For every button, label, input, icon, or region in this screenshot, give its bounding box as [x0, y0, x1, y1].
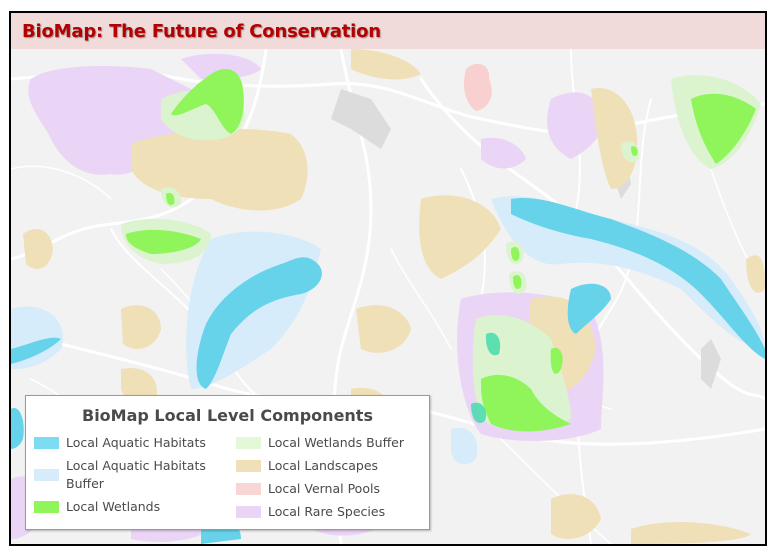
- legend-swatch-wetlands: [34, 501, 59, 513]
- legend-label: Local Rare Species: [268, 504, 386, 519]
- legend-swatch-vernal-pools: [236, 483, 261, 495]
- legend-swatch-aquatic-habitats-buffer: [34, 469, 59, 481]
- legend-item-local-wetlands: Local Wetlands: [34, 498, 234, 516]
- page-title: BioMap: The Future of Conservation: [22, 20, 381, 42]
- legend-swatch-landscapes: [236, 460, 261, 472]
- legend-swatch-aquatic-habitats: [34, 437, 59, 449]
- map-frame: BioMap: The Future of Conservation: [9, 11, 767, 546]
- legend-label: Local Wetlands Buffer: [268, 435, 405, 450]
- legend-label: Local Landscapes: [268, 458, 379, 473]
- legend-swatch-wetlands-buffer: [236, 437, 261, 449]
- legend-swatch-rare-species: [236, 506, 261, 518]
- map-canvas[interactable]: [11, 49, 765, 544]
- legend-item-local-aquatic-habitats: Local Aquatic Habitats: [34, 434, 234, 452]
- map-layers: [11, 49, 765, 544]
- legend-item-local-landscapes: Local Landscapes: [236, 457, 426, 475]
- legend-item-local-aquatic-habitats-buffer: Local Aquatic Habitats Buffer: [34, 457, 234, 493]
- legend-item-local-rare-species: Local Rare Species: [236, 503, 426, 521]
- legend-label: Local Aquatic Habitats Buffer: [66, 458, 206, 491]
- map-legend: BioMap Local Level Components Local Aqua…: [25, 395, 430, 530]
- wetlands-layer: [126, 69, 756, 432]
- legend-item-local-wetlands-buffer: Local Wetlands Buffer: [236, 434, 426, 452]
- legend-column-left: Local Aquatic Habitats Local Aquatic Hab…: [34, 434, 234, 521]
- aquatic-wetland-overlap-layer: [471, 332, 501, 424]
- legend-label: Local Vernal Pools: [268, 481, 380, 496]
- legend-item-local-vernal-pools: Local Vernal Pools: [236, 480, 426, 498]
- aquatic-habitats-layer: [11, 198, 765, 544]
- title-bar: BioMap: The Future of Conservation: [11, 13, 765, 49]
- legend-label: Local Aquatic Habitats: [66, 435, 206, 450]
- legend-title: BioMap Local Level Components: [82, 406, 373, 425]
- legend-column-right: Local Wetlands Buffer Local Landscapes L…: [236, 434, 426, 526]
- legend-label: Local Wetlands: [66, 499, 161, 514]
- vernal-pools-layer: [464, 63, 492, 111]
